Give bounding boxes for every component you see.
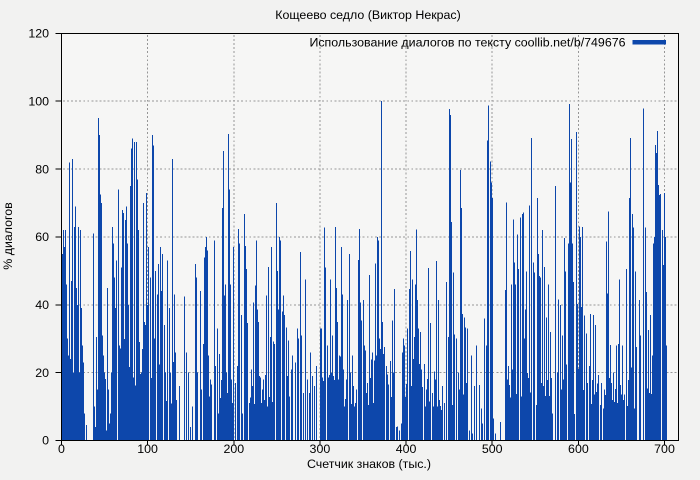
svg-text:100: 100 [28, 94, 49, 108]
svg-text:60: 60 [35, 230, 49, 244]
svg-text:20: 20 [35, 366, 49, 380]
svg-text:Кощеево седло (Виктор Некрас): Кощеево седло (Виктор Некрас) [275, 8, 460, 22]
svg-text:600: 600 [568, 442, 589, 456]
svg-text:100: 100 [137, 442, 158, 456]
svg-text:Использование диалогов по текс: Использование диалогов по тексту coollib… [309, 36, 625, 50]
svg-text:% диалогов: % диалогов [1, 202, 15, 270]
svg-text:40: 40 [35, 298, 49, 312]
svg-text:0: 0 [42, 434, 49, 448]
svg-text:200: 200 [223, 442, 244, 456]
svg-text:80: 80 [35, 162, 49, 176]
svg-text:Счетчик знаков (тыс.): Счетчик знаков (тыс.) [307, 457, 431, 471]
svg-text:0: 0 [58, 442, 65, 456]
svg-text:500: 500 [482, 442, 503, 456]
svg-text:300: 300 [310, 442, 331, 456]
svg-text:120: 120 [28, 27, 49, 41]
svg-text:400: 400 [396, 442, 417, 456]
svg-text:700: 700 [654, 442, 675, 456]
